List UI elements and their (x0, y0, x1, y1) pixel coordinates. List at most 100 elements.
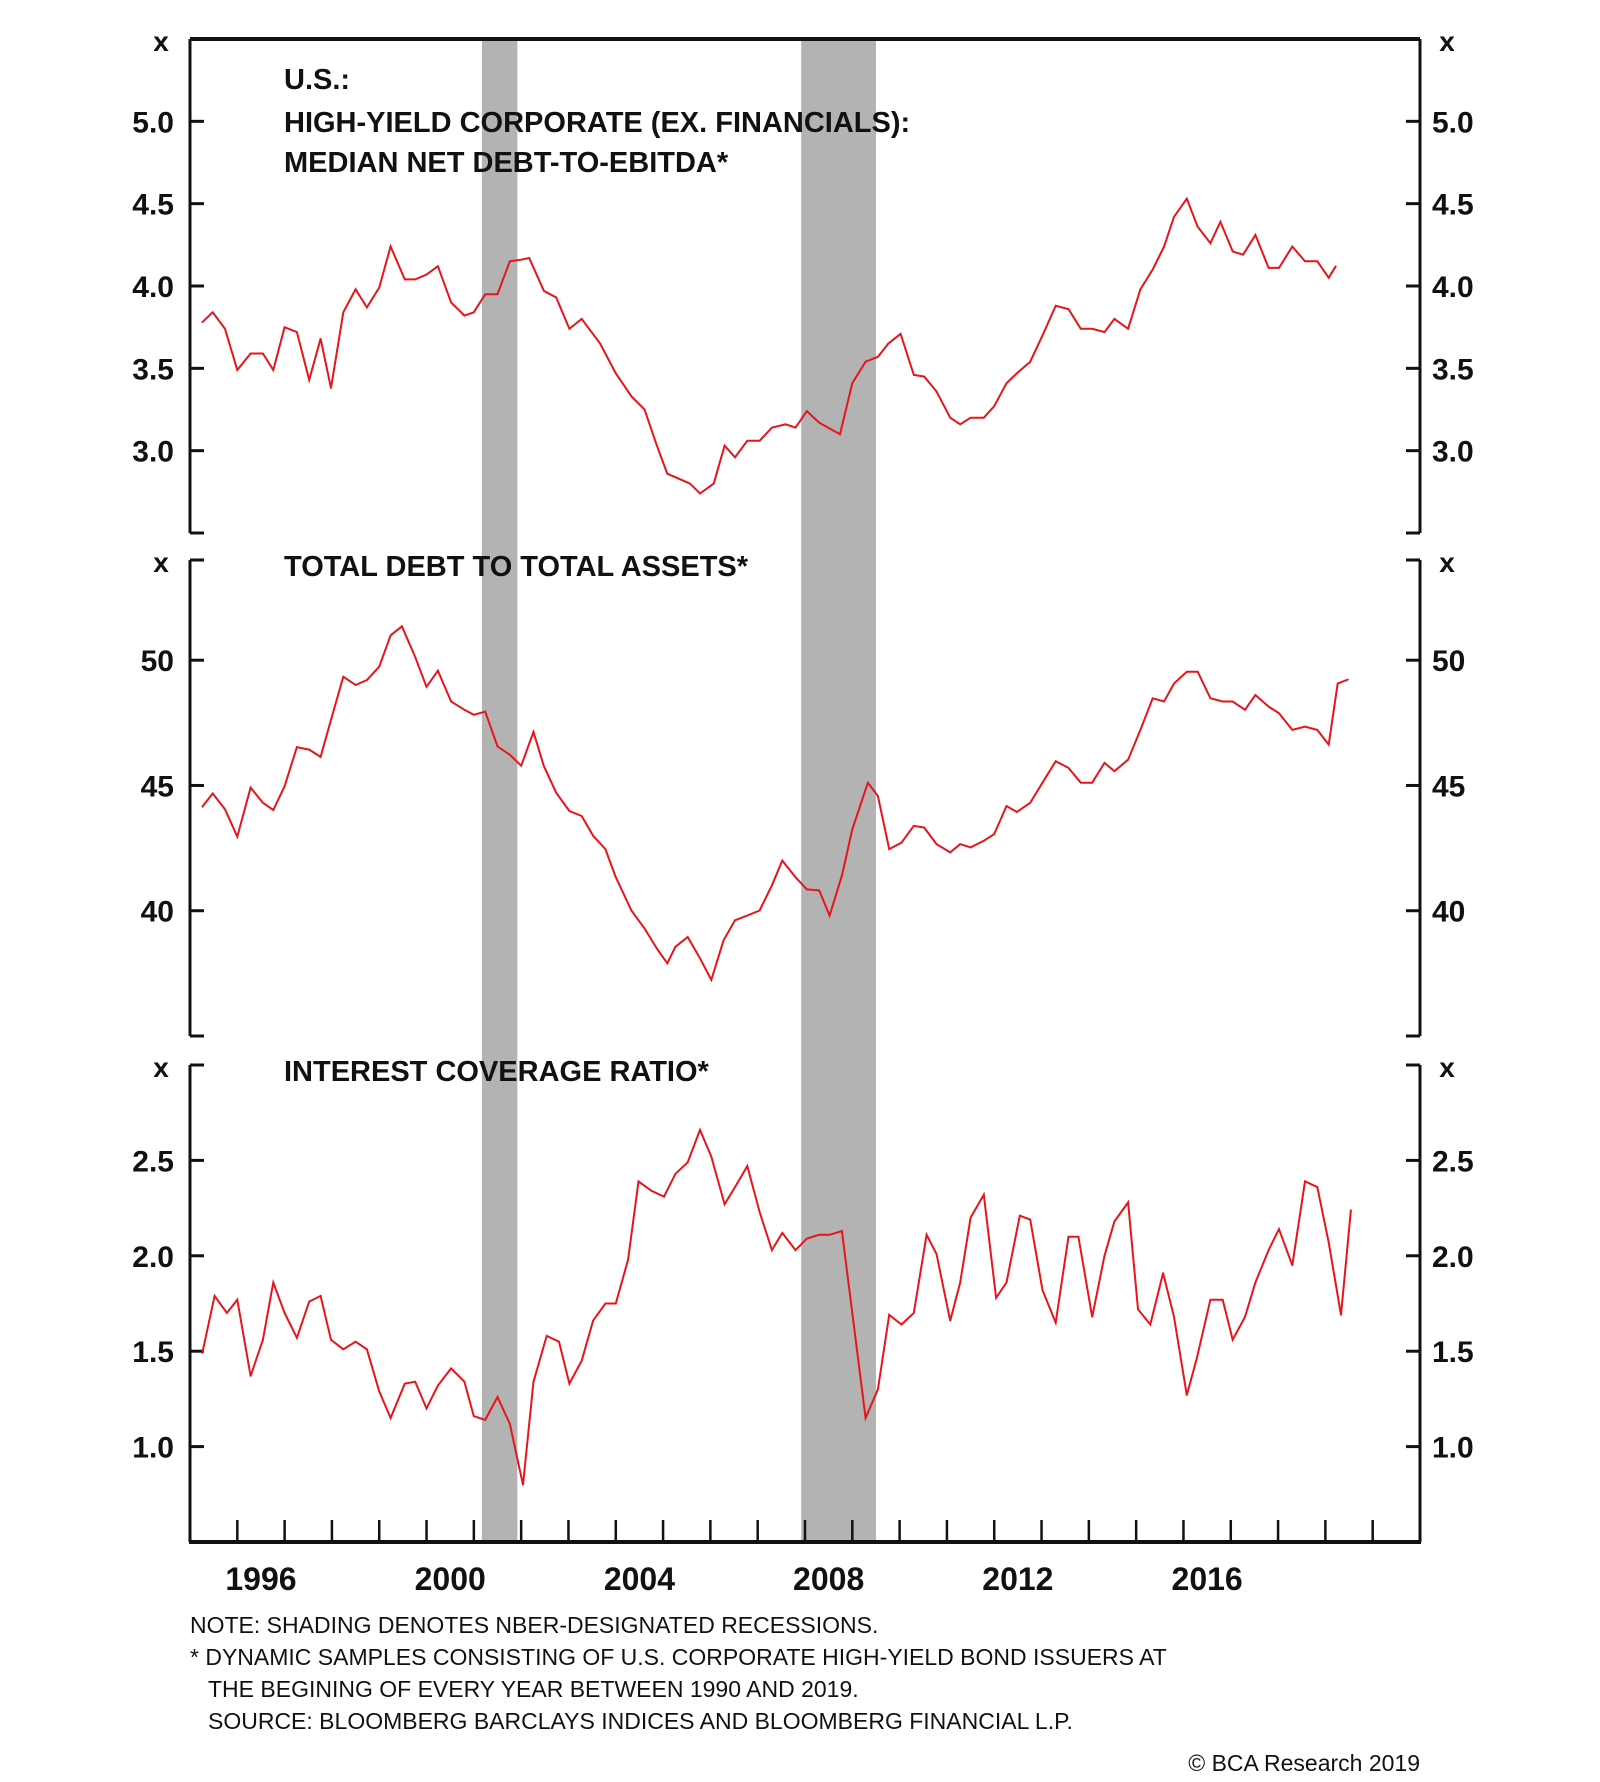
data-point (1091, 328, 1093, 330)
data-point (888, 848, 891, 850)
data-point (734, 1186, 736, 1188)
data-point (437, 265, 439, 268)
data-point (643, 927, 646, 930)
data-point (378, 665, 381, 668)
data-point (473, 311, 475, 314)
data-point (496, 745, 499, 748)
data-point (723, 1203, 726, 1206)
data-point (784, 423, 787, 426)
data-point (1005, 805, 1008, 807)
data-point (201, 321, 204, 324)
data-point (555, 296, 557, 299)
data-point (1077, 1235, 1080, 1238)
data-point (249, 352, 252, 355)
data-point (509, 260, 511, 263)
data-point (995, 1296, 997, 1299)
data-point (1316, 260, 1319, 263)
data-point (1242, 253, 1244, 256)
data-point (1005, 382, 1008, 384)
data-point (630, 909, 633, 912)
data-point (1016, 372, 1018, 375)
data-point (226, 1312, 228, 1314)
data-point (484, 710, 487, 713)
data-point (224, 328, 226, 330)
data-point (283, 1312, 286, 1314)
data-point (794, 876, 797, 878)
data-point (1054, 1321, 1057, 1324)
data-point (283, 785, 286, 788)
unit-label-left: x (153, 1052, 169, 1083)
data-point (913, 374, 915, 376)
data-point (473, 1415, 475, 1417)
y-tick-label-left: 40 (141, 896, 174, 929)
data-point (959, 843, 961, 845)
y-tick-label-left: 3.0 (132, 436, 174, 469)
data-point (450, 301, 452, 304)
data-point (1080, 328, 1082, 330)
data-point (1041, 1289, 1044, 1291)
data-point (650, 1190, 653, 1192)
data-point (520, 764, 522, 767)
data-point (272, 1281, 275, 1284)
data-point (580, 1359, 583, 1362)
data-point (925, 1234, 928, 1236)
y-tick-label-left: 5.0 (132, 106, 174, 139)
data-point (949, 416, 952, 419)
data-point (1127, 328, 1129, 330)
data-point (330, 1338, 332, 1341)
data-point (699, 957, 701, 960)
data-point (734, 456, 736, 459)
data-point (1334, 265, 1337, 268)
data-point (319, 756, 322, 758)
data-point (283, 326, 286, 328)
data-point (1231, 250, 1234, 253)
data-point (1327, 276, 1330, 279)
data-point (1041, 334, 1044, 337)
data-point (734, 919, 736, 922)
data-point (643, 408, 646, 411)
data-point (1278, 1228, 1280, 1230)
panel-title: U.S.: (284, 64, 350, 96)
data-point (839, 433, 841, 436)
data-point (1185, 197, 1188, 200)
data-point (604, 848, 607, 850)
data-point (877, 795, 879, 797)
data-point (923, 826, 926, 829)
data-point (1067, 767, 1070, 769)
data-point (935, 1253, 938, 1255)
data-point (656, 947, 658, 950)
data-point (1113, 770, 1116, 772)
data-point (841, 1230, 843, 1232)
data-point (900, 841, 903, 844)
data-point (1316, 1186, 1319, 1188)
y-tick-label-left: 4.0 (132, 271, 174, 304)
data-point (1304, 1180, 1306, 1183)
data-point (558, 1340, 560, 1343)
data-point (1103, 1255, 1106, 1257)
data-point (851, 382, 854, 384)
data-point (366, 1348, 368, 1351)
data-point (900, 1323, 903, 1326)
y-tick-label-right: 4.0 (1432, 271, 1474, 304)
data-point (983, 840, 985, 842)
data-point (354, 684, 357, 686)
data-point (806, 888, 808, 891)
data-point (1327, 1241, 1330, 1244)
data-point (758, 439, 761, 442)
x-tick-label: 1996 (225, 1561, 296, 1597)
data-point (378, 1390, 381, 1393)
data-point (354, 288, 357, 291)
data-point (1304, 260, 1306, 263)
recession-band (481, 39, 518, 1542)
data-point (864, 1417, 867, 1419)
data-point (1291, 245, 1294, 248)
y-tick-label-right: 3.5 (1432, 353, 1474, 386)
data-point (342, 1348, 345, 1351)
data-point (666, 962, 669, 965)
data-point (437, 669, 439, 672)
data-point (710, 979, 713, 981)
data-point (249, 786, 252, 789)
data-point (1327, 743, 1330, 746)
data-point (818, 1234, 820, 1236)
data-point (818, 889, 820, 892)
